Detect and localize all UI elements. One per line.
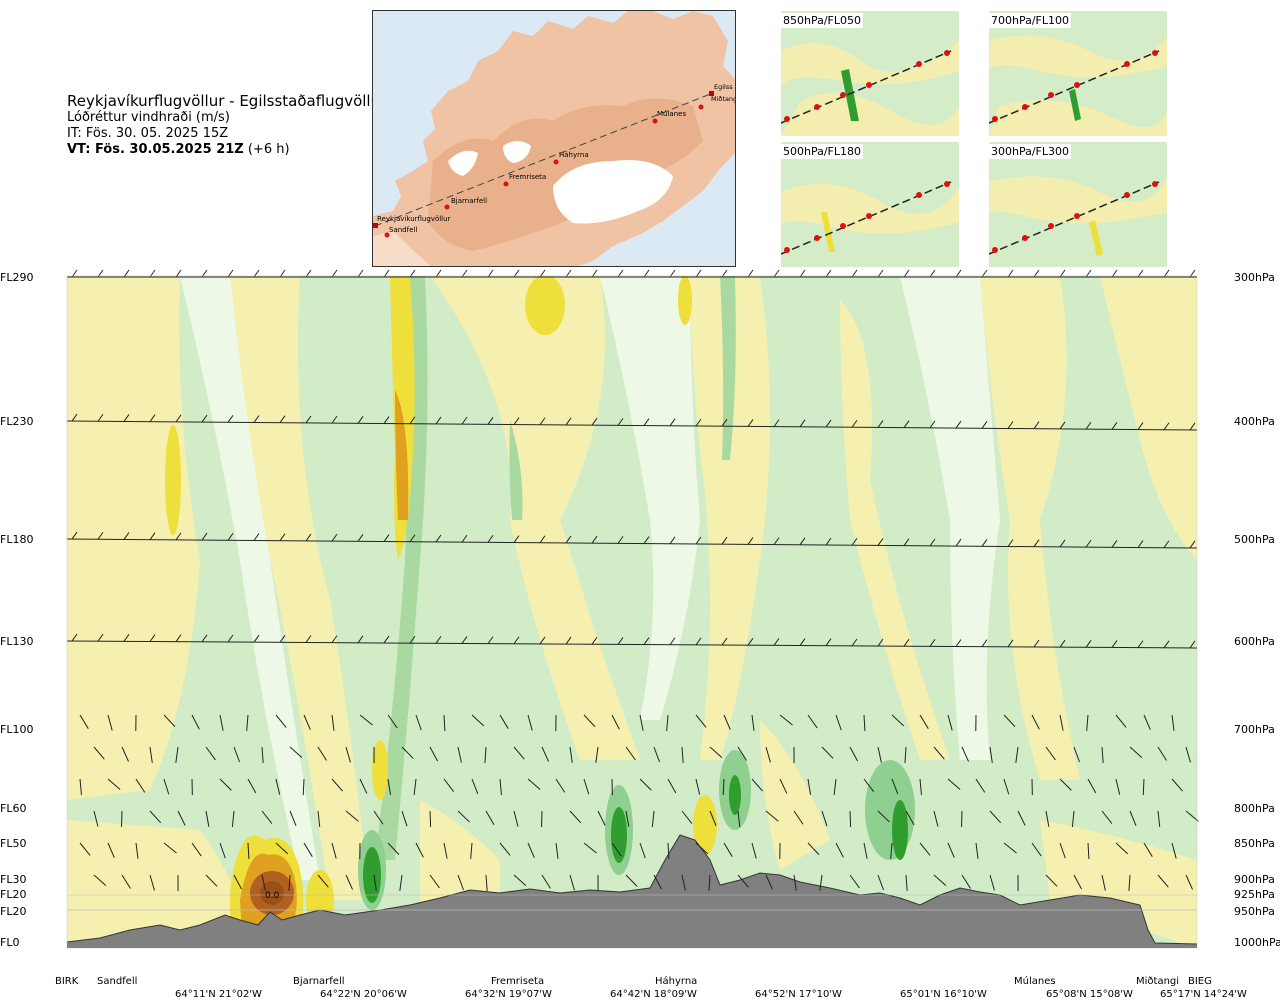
map-label-bjarnarfell: Bjarnarfell bbox=[451, 197, 487, 205]
terrain-profile bbox=[67, 834, 1197, 948]
vertical-wind-field bbox=[67, 276, 1197, 948]
level-label-left: FL180 bbox=[0, 533, 33, 546]
map-label-midtangi: Miðtangi bbox=[711, 95, 736, 103]
pressure-label-right: 700hPa bbox=[1234, 723, 1275, 736]
level-label-left: FL100 bbox=[0, 723, 33, 736]
route-map: Reykjavíkurflugvöllur Sandfell Bjarnarfe… bbox=[372, 10, 736, 267]
waypoint-label: Sandfell bbox=[97, 976, 137, 987]
level-label-left: FL290 bbox=[0, 271, 33, 284]
level-label-left: FL20 bbox=[0, 905, 26, 918]
route-title: Reykjavíkurflugvöllur - Egilsstaðaflugvö… bbox=[67, 92, 387, 110]
map-label-fremriseta: Fremriseta bbox=[509, 173, 546, 181]
max-value-label: 0.0 bbox=[265, 891, 280, 901]
map-label-egilsstadir: Egilss bbox=[714, 83, 733, 91]
panel-300: 300hPa/FL300 bbox=[989, 142, 1167, 267]
pressure-label-right: 500hPa bbox=[1234, 533, 1275, 546]
waypoint-label: Háhyrna bbox=[655, 975, 697, 987]
map-label-hahyrna: Háhyrna bbox=[559, 151, 589, 159]
panel-850-label: 850hPa/FL050 bbox=[781, 13, 864, 28]
pressure-label-right: 850hPa bbox=[1234, 837, 1275, 850]
waypoint-label: BIEG bbox=[1188, 976, 1212, 987]
coordinate-label: 64°52'N 17°10'W bbox=[755, 989, 842, 1000]
coordinate-label: 64°11'N 21°02'W bbox=[175, 989, 262, 1000]
level-label-left: FL30 bbox=[0, 873, 26, 886]
issue-time: IT: Fös. 30. 05. 2025 15Z bbox=[67, 126, 229, 141]
valid-time-offset: (+6 h) bbox=[243, 142, 290, 157]
map-label-sandfell: Sandfell bbox=[389, 226, 417, 234]
level-label-left: FL20 bbox=[0, 888, 26, 901]
panel-700: 700hPa/FL100 bbox=[989, 11, 1167, 136]
wind-barbs bbox=[67, 276, 1197, 649]
chart-header: Reykjavíkurflugvöllur - Egilsstaðaflugvö… bbox=[67, 92, 386, 158]
panel-700-label: 700hPa/FL100 bbox=[989, 13, 1072, 28]
route-map-svg: Reykjavíkurflugvöllur Sandfell Bjarnarfe… bbox=[373, 11, 736, 266]
panel-500: 500hPa/FL180 bbox=[781, 142, 959, 267]
pressure-label-right: 300hPa bbox=[1234, 271, 1275, 284]
map-label-reykjavik: Reykjavíkurflugvöllur bbox=[377, 215, 451, 223]
coordinate-label: 64°42'N 18°09'W bbox=[610, 989, 697, 1000]
pressure-label-right: 800hPa bbox=[1234, 802, 1275, 815]
level-label-left: FL0 bbox=[0, 936, 19, 949]
panel-300-svg bbox=[989, 142, 1167, 267]
map-label-mulanes: Múlanes bbox=[657, 110, 686, 118]
parameter-label: Lóðréttur vindhraði (m/s) bbox=[67, 110, 230, 125]
panel-850: 850hPa/FL050 bbox=[781, 11, 959, 136]
pressure-label-right: 950hPa bbox=[1234, 905, 1275, 918]
level-label-left: FL60 bbox=[0, 802, 26, 815]
pressure-label-right: 1000hPa bbox=[1234, 936, 1280, 949]
waypoint-label: Múlanes bbox=[1014, 975, 1056, 987]
waypoint-label: Bjarnarfell bbox=[293, 976, 345, 987]
panel-700-svg bbox=[989, 11, 1167, 136]
waypoint-label: BIRK bbox=[55, 976, 79, 987]
valid-time: VT: Fös. 30.05.2025 21Z bbox=[67, 142, 244, 157]
coordinate-label: 65°01'N 16°10'W bbox=[900, 989, 987, 1000]
coordinate-label: 64°32'N 19°07'W bbox=[465, 989, 552, 1000]
pressure-label-right: 600hPa bbox=[1234, 635, 1275, 648]
pressure-label-right: 400hPa bbox=[1234, 415, 1275, 428]
waypoint-label: Fremriseta bbox=[491, 976, 544, 987]
pressure-label-right: 900hPa bbox=[1234, 873, 1275, 886]
level-label-left: FL230 bbox=[0, 415, 33, 428]
panel-500-label: 500hPa/FL180 bbox=[781, 144, 864, 159]
panel-300-label: 300hPa/FL300 bbox=[989, 144, 1072, 159]
panel-850-svg bbox=[781, 11, 959, 136]
waypoint-label: Miðtangi bbox=[1136, 976, 1179, 987]
coordinate-label: 65°08'N 15°08'W bbox=[1046, 989, 1133, 1000]
coordinate-label: 64°22'N 20°06'W bbox=[320, 989, 407, 1000]
level-label-left: FL130 bbox=[0, 635, 33, 648]
pressure-label-right: 925hPa bbox=[1234, 888, 1275, 901]
panel-500-svg bbox=[781, 142, 959, 267]
level-label-left: FL50 bbox=[0, 837, 26, 850]
coordinate-label: 65°17'N 14°24'W bbox=[1160, 989, 1247, 1000]
